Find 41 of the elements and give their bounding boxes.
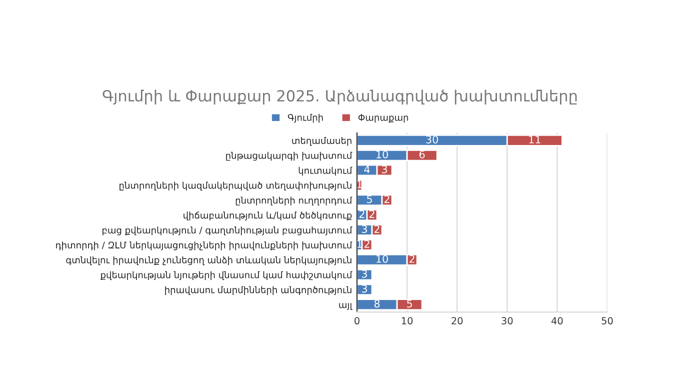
- data-label: 2: [374, 225, 380, 233]
- data-label: 5: [367, 195, 372, 204]
- data-label: 2: [369, 210, 374, 218]
- data-label: 6: [419, 150, 425, 158]
- legend-label: Փարաքար: [358, 114, 408, 123]
- y-tick-label: ընտրողների ուղղորդում: [236, 196, 352, 206]
- data-label: 2: [359, 210, 364, 218]
- y-tick-label: գտնվելու իրավունք չունեցող անձի տևական ներկայություն: [66, 256, 352, 266]
- x-tick-label: 30: [502, 317, 513, 324]
- data-label: 3: [362, 225, 367, 233]
- data-label: 2: [410, 254, 414, 263]
- y-tick-label: ընտրողների կազմակերպված տեղափոխություն: [120, 182, 352, 191]
- data-label: 11: [529, 136, 540, 144]
- data-label: 30: [426, 136, 438, 144]
- data-label: 10: [376, 254, 388, 263]
- x-tick-label: 10: [402, 317, 413, 324]
- y-tick-label: կուտակում: [298, 166, 352, 176]
- data-label: 3: [362, 284, 367, 293]
- bar: [357, 284, 373, 296]
- y-tick-label: բաց քվեարկություն / գաղտնիության բացահայտում: [102, 226, 352, 236]
- legend-label: Գյումրի: [288, 114, 323, 123]
- x-tick-label: 0: [354, 317, 360, 324]
- data-label: 3: [362, 270, 367, 278]
- x-tick-label: 20: [452, 317, 463, 324]
- x-tick-label: 50: [602, 317, 613, 324]
- data-label: 3: [382, 165, 388, 174]
- y-tick-label: քվեարկության նյութերի վնասում կամ հափշտակում: [100, 271, 352, 280]
- y-tick-label: իրավասու մարմինների անգործություն: [165, 286, 352, 295]
- x-tick-label: 40: [551, 317, 563, 324]
- y-tick-label: դիտորդի / ԶԼՄ ներկայացուցիչների իրավունքների խախտում: [56, 241, 352, 250]
- data-label: 4: [364, 166, 370, 174]
- data-label: 5: [407, 300, 412, 308]
- y-tick-label: տեղամասեր: [292, 137, 352, 146]
- y-tick-label: ընթացակարգի խախտում: [226, 152, 352, 161]
- data-label: 2: [384, 195, 390, 203]
- data-label: 2: [364, 240, 370, 248]
- y-tick-label: այլ: [339, 303, 352, 310]
- data-label: 10: [376, 150, 388, 158]
- data-label: 8: [374, 300, 380, 308]
- y-tick-label: վիճաբանություն և/կամ ծեծկռտուք: [184, 212, 352, 220]
- chart-title: Գյումրի և Փարաքար 2025. Արձանագրված խախտումները: [102, 90, 577, 105]
